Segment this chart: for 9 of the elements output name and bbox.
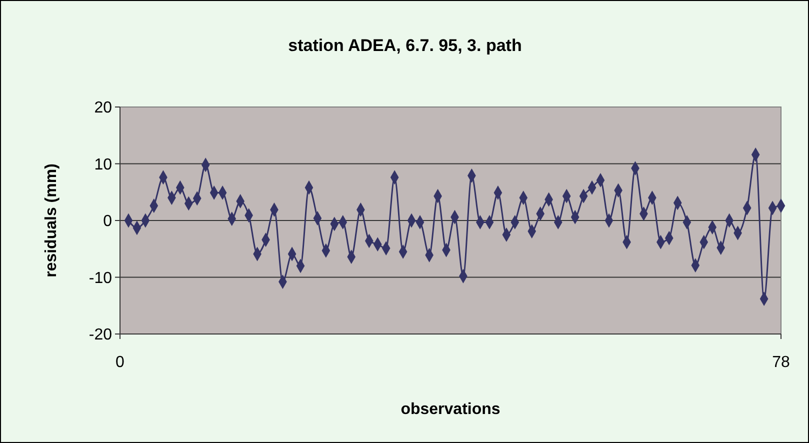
y-axis-title: residuals (mm) [43,164,60,278]
y-tick-label: -10 [88,270,112,287]
x-axis-title: observations [400,401,500,418]
y-tick-label: 20 [94,100,112,117]
y-tick-label: -20 [88,326,112,344]
chart-title: station ADEA, 6.7. 95, 3. path [288,36,522,55]
y-tick-label: 0 [103,213,112,230]
y-tick-label: 10 [94,156,112,174]
x-tick-label: 78 [772,354,790,371]
